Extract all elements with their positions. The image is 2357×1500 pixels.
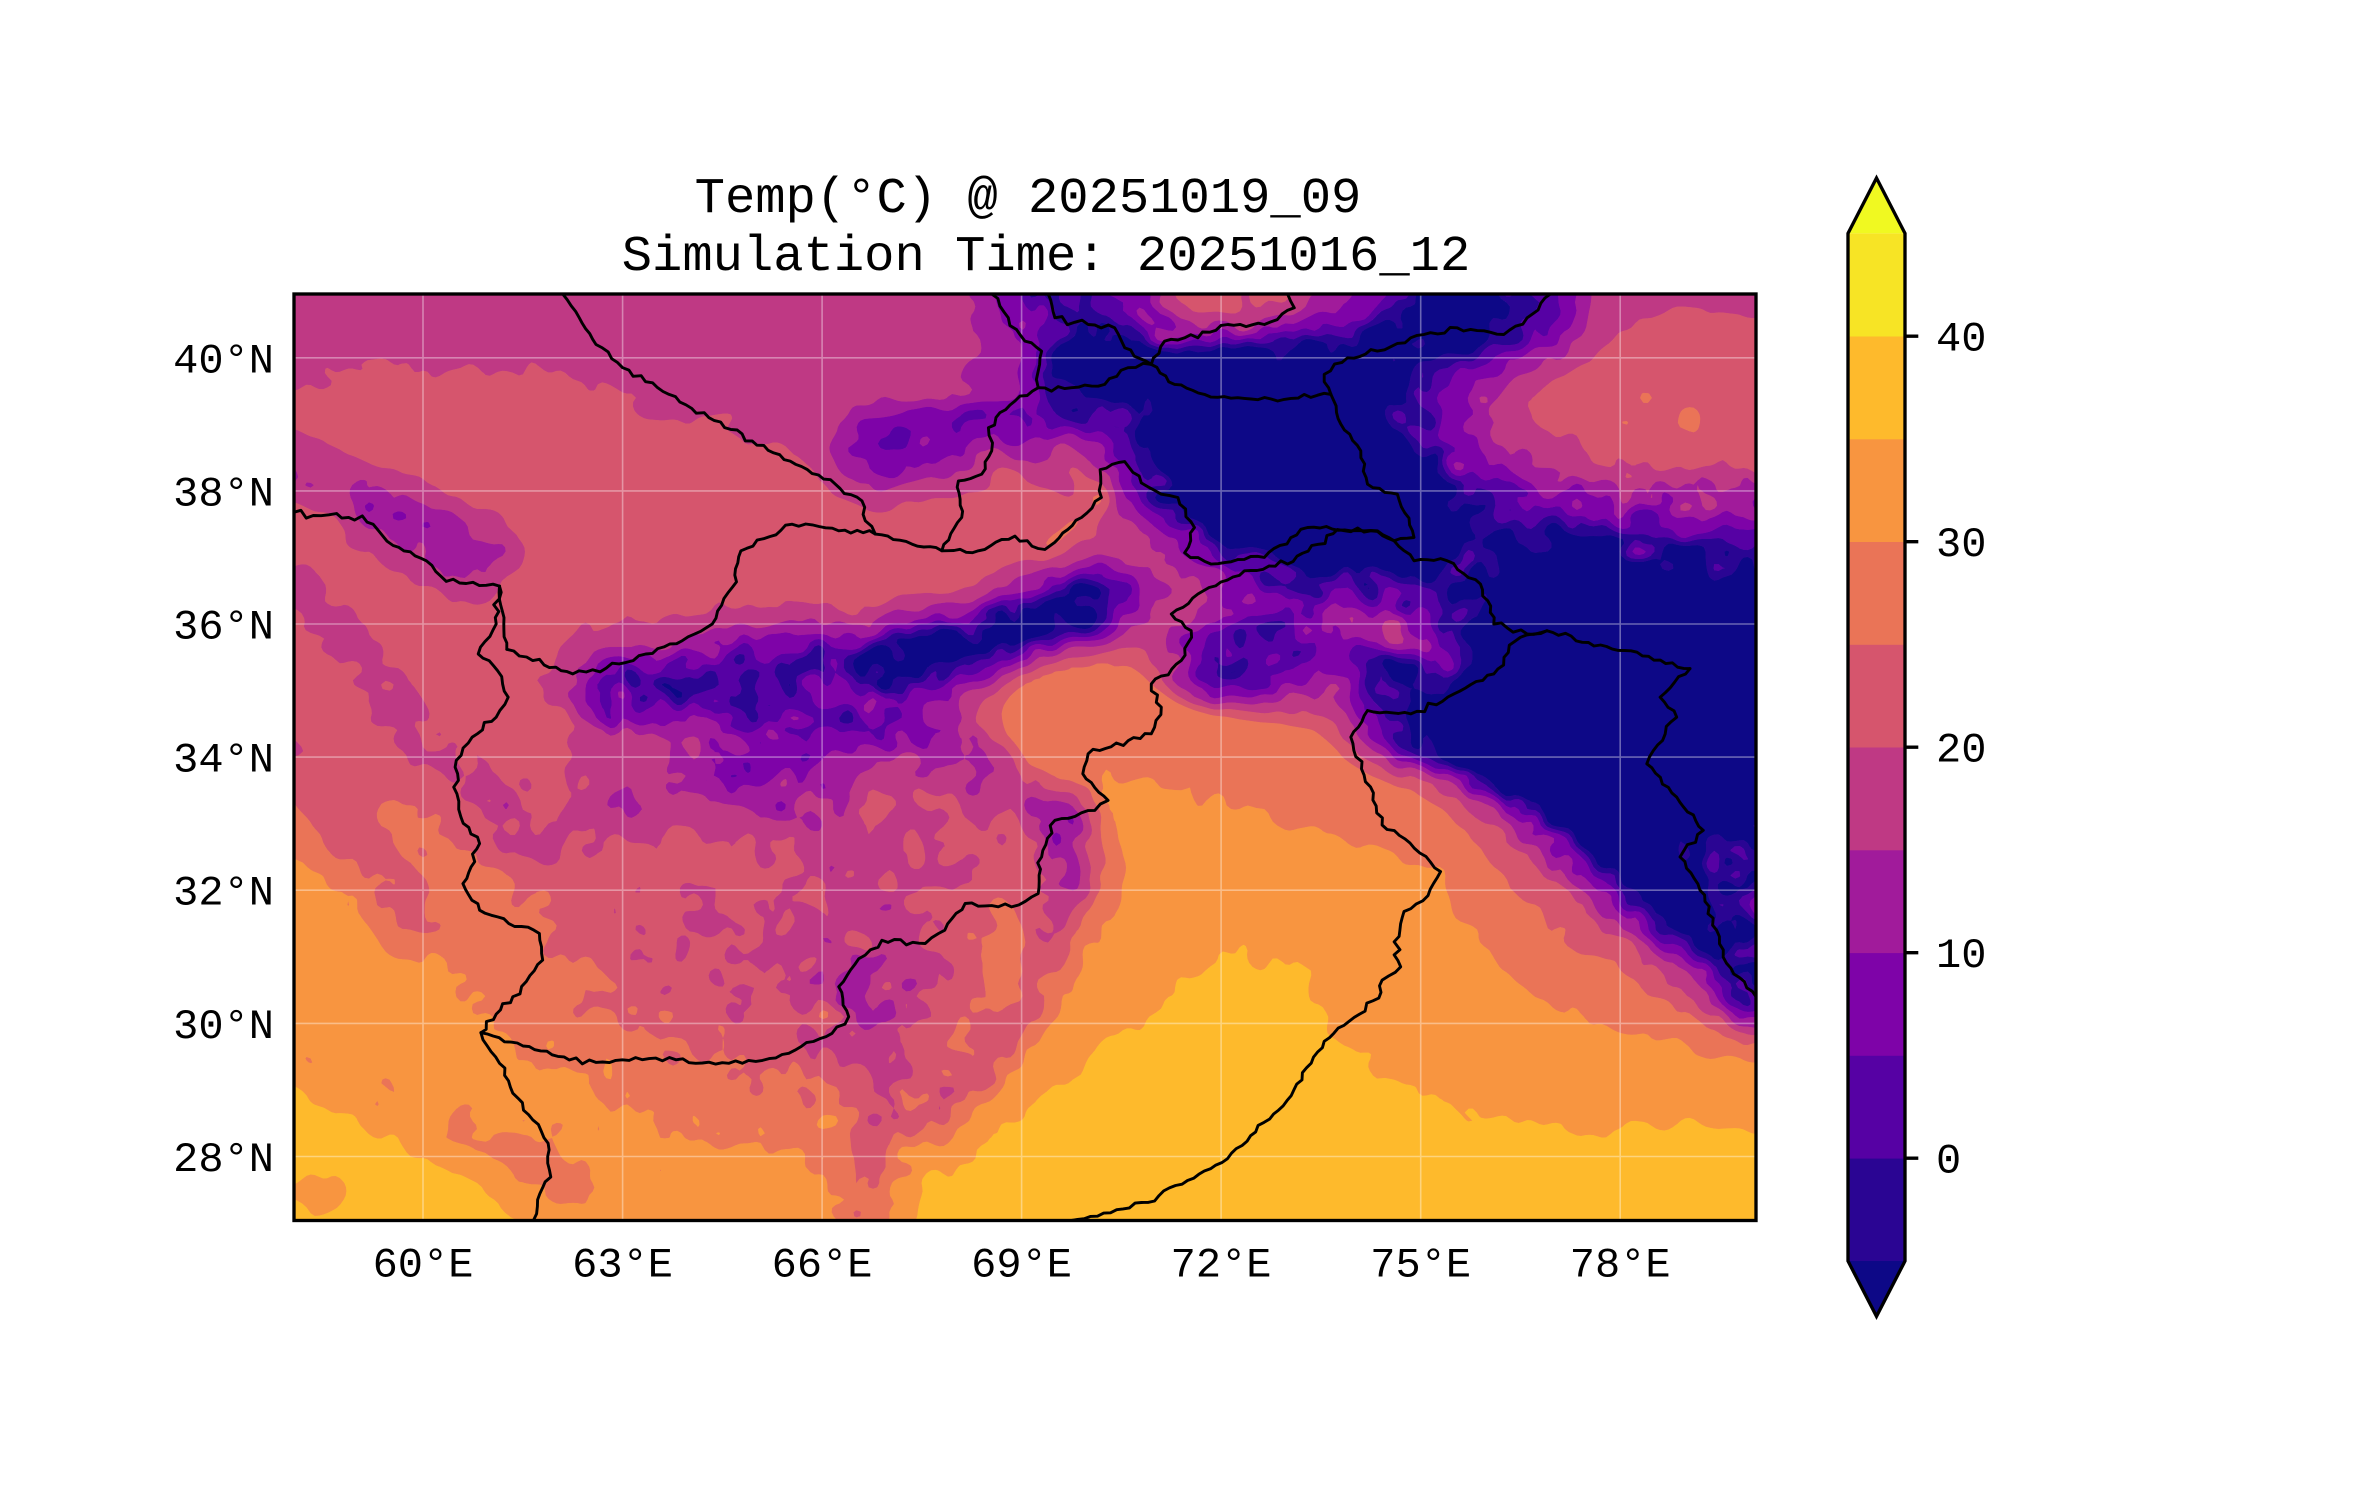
svg-text:32°N: 32°N <box>173 870 274 918</box>
svg-text:28°N: 28°N <box>173 1136 274 1184</box>
svg-text:34°N: 34°N <box>173 737 274 785</box>
svg-text:20: 20 <box>1936 727 1986 775</box>
svg-text:72°E: 72°E <box>1171 1242 1272 1290</box>
svg-text:40°N: 40°N <box>173 337 274 385</box>
svg-text:30: 30 <box>1936 521 1986 569</box>
svg-text:Temp(°C) @ 20251019_09: Temp(°C) @ 20251019_09 <box>695 171 1362 228</box>
svg-text:69°E: 69°E <box>971 1242 1072 1290</box>
svg-text:0: 0 <box>1936 1138 1961 1186</box>
svg-text:38°N: 38°N <box>173 470 274 518</box>
svg-text:60°E: 60°E <box>373 1242 474 1290</box>
svg-text:63°E: 63°E <box>572 1242 673 1290</box>
svg-text:Simulation Time: 20251016_12: Simulation Time: 20251016_12 <box>622 229 1471 286</box>
svg-text:78°E: 78°E <box>1570 1242 1671 1290</box>
svg-text:36°N: 36°N <box>173 604 274 652</box>
svg-text:30°N: 30°N <box>173 1003 274 1051</box>
svg-text:10: 10 <box>1936 932 1986 980</box>
svg-text:75°E: 75°E <box>1370 1242 1471 1290</box>
svg-text:66°E: 66°E <box>772 1242 873 1290</box>
svg-text:40: 40 <box>1936 316 1986 364</box>
